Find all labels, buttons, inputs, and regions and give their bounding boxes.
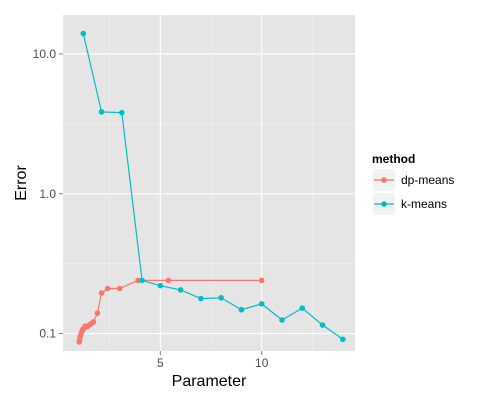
x-tick-label: 5 — [157, 356, 164, 370]
x-tick-label: 10 — [255, 356, 269, 370]
data-point-k-means — [340, 336, 346, 343]
data-point-dp-means — [98, 290, 105, 296]
data-point-dp-means — [94, 310, 101, 316]
series-line-k-means — [82, 33, 344, 340]
legend-dot-dp-means — [381, 177, 387, 183]
legend-title: method — [372, 152, 415, 166]
legend: method dp-means k-means — [372, 152, 454, 215]
data-point-k-means — [218, 295, 224, 301]
panel-background — [63, 15, 355, 351]
data-point-k-means — [119, 109, 125, 116]
data-point-k-means — [198, 295, 204, 302]
data-point-k-means — [319, 322, 326, 328]
data-point-k-means — [238, 306, 245, 313]
legend-label-dp-means: dp-means — [401, 173, 454, 187]
data-point-dp-means — [104, 285, 111, 292]
data-point-dp-means — [135, 277, 141, 284]
x-axis-title: Parameter — [172, 373, 247, 390]
data-point-dp-means — [116, 285, 123, 292]
legend-item-k-means: k-means — [373, 193, 447, 215]
data-point-k-means — [139, 277, 145, 284]
minor-gridlines — [63, 15, 355, 351]
data-point-dp-means — [165, 277, 172, 284]
data-point-k-means — [299, 305, 306, 311]
data-point-k-means — [177, 287, 184, 293]
legend-label-k-means: k-means — [401, 197, 447, 211]
y-axis-title: Error — [13, 165, 30, 201]
data-point-k-means — [279, 317, 285, 323]
y-tick-label: 10.0 — [33, 47, 57, 61]
legend-item-dp-means: dp-means — [373, 169, 454, 191]
ticks-layer: 5 10 0.1 1.0 10.0 — [33, 47, 269, 370]
data-point-dp-means — [258, 277, 265, 284]
data-point-k-means — [80, 30, 87, 37]
y-tick-label: 0.1 — [39, 327, 56, 341]
data-point-k-means — [98, 109, 105, 115]
data-point-k-means — [157, 282, 164, 289]
y-tick-label: 1.0 — [39, 187, 56, 201]
legend-dot-k-means — [381, 201, 387, 207]
data-point-dp-means — [90, 319, 97, 325]
data-point-k-means — [258, 301, 265, 307]
series-layer — [76, 30, 346, 345]
major-gridlines — [63, 15, 355, 351]
